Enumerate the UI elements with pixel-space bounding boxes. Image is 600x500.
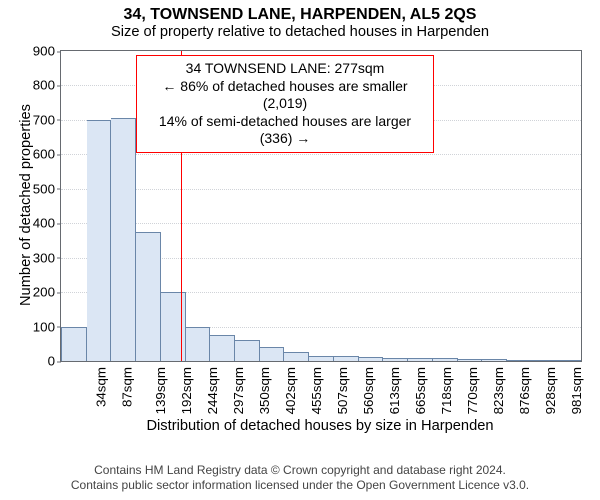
histogram-bar bbox=[334, 356, 359, 361]
histogram-bar bbox=[61, 327, 87, 361]
x-axis-label: Distribution of detached houses by size … bbox=[60, 418, 580, 434]
footer-line-2: Contains public sector information licen… bbox=[0, 478, 600, 494]
annotation-line: ← 86% of detached houses are smaller (2,… bbox=[145, 78, 425, 113]
x-tick-label: 297sqm bbox=[231, 367, 246, 414]
x-tick-label: 139sqm bbox=[153, 367, 168, 414]
histogram-bar bbox=[532, 360, 557, 361]
x-tick-label: 455sqm bbox=[309, 367, 324, 414]
annotation-line: 34 TOWNSEND LANE: 277sqm bbox=[145, 60, 425, 78]
y-tick-label: 300 bbox=[33, 250, 61, 265]
histogram-bar bbox=[235, 340, 260, 361]
histogram-bar bbox=[309, 356, 334, 361]
x-tick-label: 823sqm bbox=[491, 367, 506, 414]
histogram-bar bbox=[260, 347, 285, 361]
histogram-bar bbox=[87, 120, 112, 361]
histogram-bar bbox=[458, 359, 483, 361]
x-tick-label: 192sqm bbox=[179, 367, 194, 414]
histogram-bar bbox=[507, 360, 532, 361]
x-tick-label: 507sqm bbox=[335, 367, 350, 414]
y-tick-label: 800 bbox=[33, 78, 61, 93]
y-tick-label: 400 bbox=[33, 216, 61, 231]
x-tick-label: 770sqm bbox=[465, 367, 480, 414]
y-tick-label: 100 bbox=[33, 319, 61, 334]
x-tick-label: 718sqm bbox=[439, 367, 454, 414]
annotation-line: 14% of semi-detached houses are larger (… bbox=[145, 113, 425, 148]
x-tick-label: 87sqm bbox=[120, 367, 135, 407]
histogram-bar bbox=[186, 327, 211, 361]
histogram-bar bbox=[408, 358, 433, 361]
y-tick-label: 0 bbox=[48, 354, 61, 369]
x-tick-label: 34sqm bbox=[94, 367, 109, 407]
x-tick-label: 928sqm bbox=[543, 367, 558, 414]
y-axis-label: Number of detached properties bbox=[18, 50, 34, 360]
y-tick-label: 200 bbox=[33, 285, 61, 300]
figure-container: { "title": { "line1": "34, TOWNSEND LANE… bbox=[0, 0, 600, 500]
histogram-bar bbox=[482, 359, 507, 361]
histogram-bar bbox=[111, 118, 136, 361]
x-tick-label: 981sqm bbox=[569, 367, 584, 414]
y-tick-label: 500 bbox=[33, 181, 61, 196]
y-tick-label: 900 bbox=[33, 44, 61, 59]
x-tick-label: 560sqm bbox=[361, 367, 376, 414]
x-tick-label: 876sqm bbox=[517, 367, 532, 414]
chart-area: 34 TOWNSEND LANE: 277sqm← 86% of detache… bbox=[60, 50, 580, 360]
x-tick-label: 244sqm bbox=[205, 367, 220, 414]
x-tick-label: 665sqm bbox=[413, 367, 428, 414]
chart-subtitle: Size of property relative to detached ho… bbox=[0, 24, 600, 40]
x-tick-label: 402sqm bbox=[283, 367, 298, 414]
annotation-box: 34 TOWNSEND LANE: 277sqm← 86% of detache… bbox=[136, 55, 434, 153]
histogram-bar bbox=[136, 232, 161, 361]
chart-title: 34, TOWNSEND LANE, HARPENDEN, AL5 2QS bbox=[0, 0, 600, 24]
y-tick-label: 600 bbox=[33, 147, 61, 162]
histogram-bar bbox=[210, 335, 235, 361]
histogram-bar bbox=[433, 358, 458, 361]
histogram-bar bbox=[556, 360, 581, 361]
histogram-bar bbox=[383, 358, 408, 361]
x-tick-label: 350sqm bbox=[257, 367, 272, 414]
histogram-bar bbox=[359, 357, 384, 361]
histogram-bar bbox=[284, 352, 309, 361]
x-tick-label: 613sqm bbox=[387, 367, 402, 414]
plot-area: 34 TOWNSEND LANE: 277sqm← 86% of detache… bbox=[60, 50, 582, 362]
y-tick-label: 700 bbox=[33, 112, 61, 127]
attribution-footer: Contains HM Land Registry data © Crown c… bbox=[0, 463, 600, 494]
footer-line-1: Contains HM Land Registry data © Crown c… bbox=[0, 463, 600, 479]
